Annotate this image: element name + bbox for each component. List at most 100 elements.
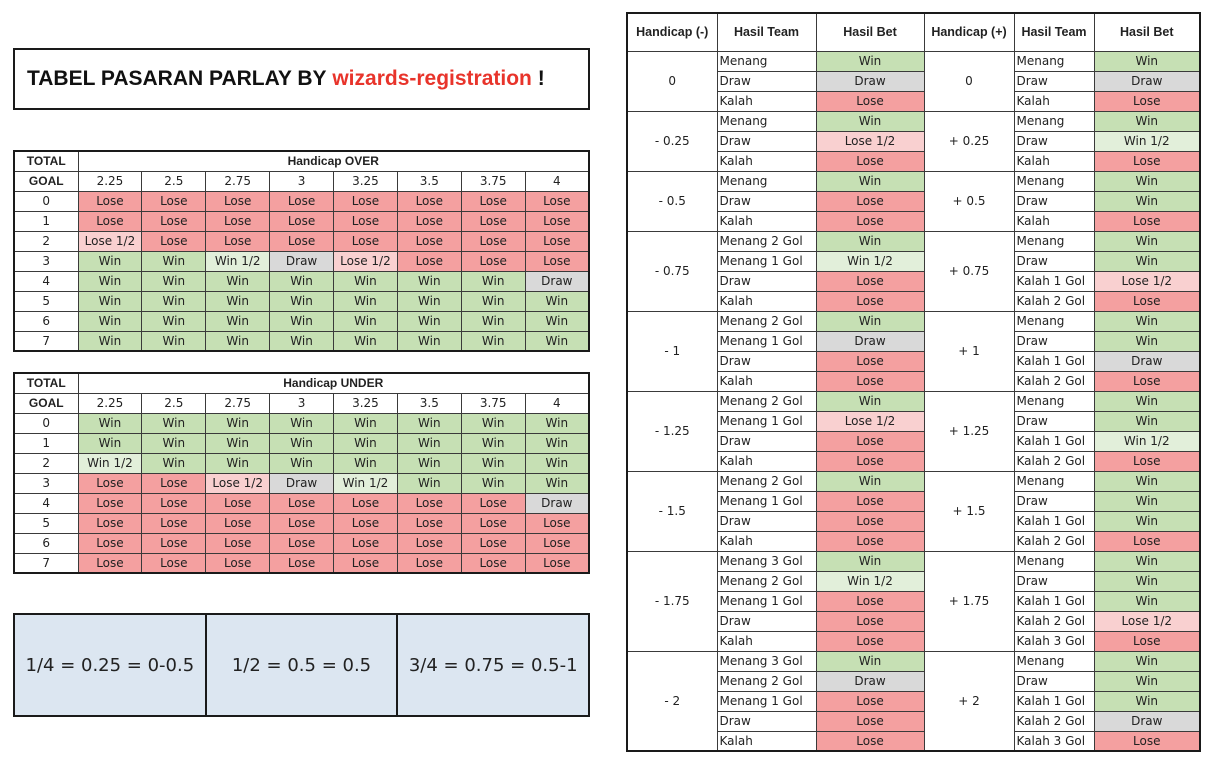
result-cell: Win <box>333 432 398 454</box>
result-cell: Win <box>460 310 526 332</box>
handicap-table: Handicap (-) Hasil Team Hasil Bet Handicap … <box>626 12 1201 752</box>
bet-result: Win <box>1093 650 1201 672</box>
table-row: Draw Lose Kalah 1 Gol Draw <box>627 350 1201 372</box>
team-result: Kalah 1 Gol <box>1013 690 1095 712</box>
result-cell: Lose <box>269 552 334 574</box>
team-result: Draw <box>1013 570 1095 592</box>
team-result: Menang <box>1013 230 1095 252</box>
result-cell: Win <box>205 310 271 332</box>
result-cell: Lose <box>77 552 143 574</box>
goal-cell: 4 <box>13 270 79 292</box>
corner-label-top: TOTAL <box>13 150 79 172</box>
bet-result: Lose <box>815 290 925 312</box>
column-header: 3.5 <box>396 170 462 192</box>
result-cell: Lose <box>205 210 271 232</box>
team-result: Menang <box>1013 550 1095 572</box>
result-cell: Lose <box>333 210 398 232</box>
column-header: 3.75 <box>460 392 526 414</box>
result-cell: Win <box>460 432 526 454</box>
bet-result: Lose <box>1093 90 1201 112</box>
team-result: Menang <box>716 170 817 192</box>
result-cell: Draw <box>524 270 590 292</box>
table-row: 4 Lose Lose Lose Lose Lose Lose Lose Draw <box>13 492 590 514</box>
bet-result: Draw <box>1093 710 1201 732</box>
column-header: Hasil Bet <box>1093 12 1201 52</box>
bet-result: Lose <box>815 150 925 172</box>
bet-result: Lose <box>815 730 925 752</box>
bet-result: Lose <box>815 450 925 472</box>
result-cell: Lose <box>333 512 398 534</box>
team-result: Kalah <box>716 150 817 172</box>
result-cell: Win <box>524 412 590 434</box>
result-cell: Win <box>524 310 590 332</box>
table-row: - 1 Menang 2 Gol Win + 1 Menang Win <box>626 310 1201 392</box>
table-row: - 1.25 Menang 2 Gol Win + 1.25 Menang Win <box>626 390 1201 472</box>
bet-result: Win <box>1093 390 1201 412</box>
result-cell: Win <box>77 412 143 434</box>
team-result: Menang 2 Gol <box>716 570 817 592</box>
team-result: Menang 1 Gol <box>716 330 817 352</box>
result-cell: Lose <box>141 512 207 534</box>
bet-result: Lose <box>1093 450 1201 472</box>
result-cell: Lose <box>77 532 143 554</box>
column-header: Hasil Bet <box>815 12 925 52</box>
goal-cell: 0 <box>13 190 79 212</box>
bet-result: Win <box>1093 190 1201 212</box>
bet-result: Lose 1/2 <box>815 130 925 152</box>
handicap-plus-value: + 1.25 <box>923 390 1015 472</box>
bet-result: Lose <box>815 530 925 552</box>
table-row: - 0.75 Menang 2 Gol Win + 0.75 Menang Win <box>626 230 1201 312</box>
table-header-row: TOTAL Handicap OVER <box>13 150 590 172</box>
bet-result: Lose <box>1093 290 1201 312</box>
column-header: 2.5 <box>141 392 207 414</box>
result-cell: Win 1/2 <box>333 472 398 494</box>
team-result: Kalah 2 Gol <box>1013 450 1095 472</box>
result-cell: Lose <box>269 210 334 232</box>
result-cell: Win <box>77 310 143 332</box>
handicap-plus-value: 0 <box>923 50 1015 112</box>
team-result: Kalah 2 Gol <box>1013 710 1095 732</box>
table-row: - 2 Menang 3 Gol Win + 2 Menang Win <box>626 650 1201 752</box>
result-cell: Lose <box>396 190 462 212</box>
team-result: Menang 2 Gol <box>716 390 817 412</box>
result-cell: Win <box>205 452 271 474</box>
table-row: 6 Win Win Win Win Win Win Win Win <box>13 310 590 332</box>
result-cell: Win <box>205 330 271 352</box>
result-cell: Lose <box>77 492 143 514</box>
over-table: TOTAL Handicap OVER GOAL 2.25 2.5 2.75 3 3.25 3.… <box>13 150 590 352</box>
result-cell: Lose <box>269 190 334 212</box>
result-cell: Win <box>396 330 462 352</box>
result-cell: Win <box>141 270 207 292</box>
team-result: Menang 3 Gol <box>716 650 817 672</box>
bet-result: Lose <box>1093 370 1201 392</box>
column-header: 3.75 <box>460 170 526 192</box>
team-result: Kalah <box>1013 90 1095 112</box>
result-cell: Lose <box>141 532 207 554</box>
result-cell: Win <box>524 452 590 474</box>
table-row: Kalah Lose Kalah Lose <box>627 210 1201 232</box>
result-cell: Lose <box>205 512 271 534</box>
goal-cell: 6 <box>13 310 79 332</box>
bet-result: Lose 1/2 <box>1093 610 1201 632</box>
result-cell: Lose <box>333 230 398 252</box>
title-prefix: TABEL PASARAN PARLAY BY <box>27 67 327 90</box>
bet-result: Win <box>1093 490 1201 512</box>
result-cell: Win <box>333 330 398 352</box>
title-brand: wizards-registration <box>332 67 532 90</box>
result-cell: Win <box>396 310 462 332</box>
table-row: Kalah Lose Kalah 2 Gol Lose <box>627 450 1201 472</box>
team-result: Draw <box>1013 250 1095 272</box>
column-header: 4 <box>524 392 590 414</box>
handicap-plus-value: + 0.25 <box>923 110 1015 172</box>
team-result: Kalah 1 Gol <box>1013 430 1095 452</box>
result-cell: Win <box>141 432 207 454</box>
team-result: Draw <box>1013 190 1095 212</box>
handicap-minus-value: - 0.25 <box>626 110 718 172</box>
table-header-row: Handicap (-) Hasil Team Hasil Bet Handicap … <box>626 12 1201 52</box>
handicap-minus-value: - 1.25 <box>626 390 718 472</box>
ratio-three-quarter: 3/4 = 0.75 = 0.5-1 <box>408 654 578 676</box>
team-result: Menang 1 Gol <box>716 410 817 432</box>
bet-result: Lose <box>1093 730 1201 752</box>
result-cell: Lose <box>141 210 207 232</box>
result-cell: Win <box>77 250 143 272</box>
